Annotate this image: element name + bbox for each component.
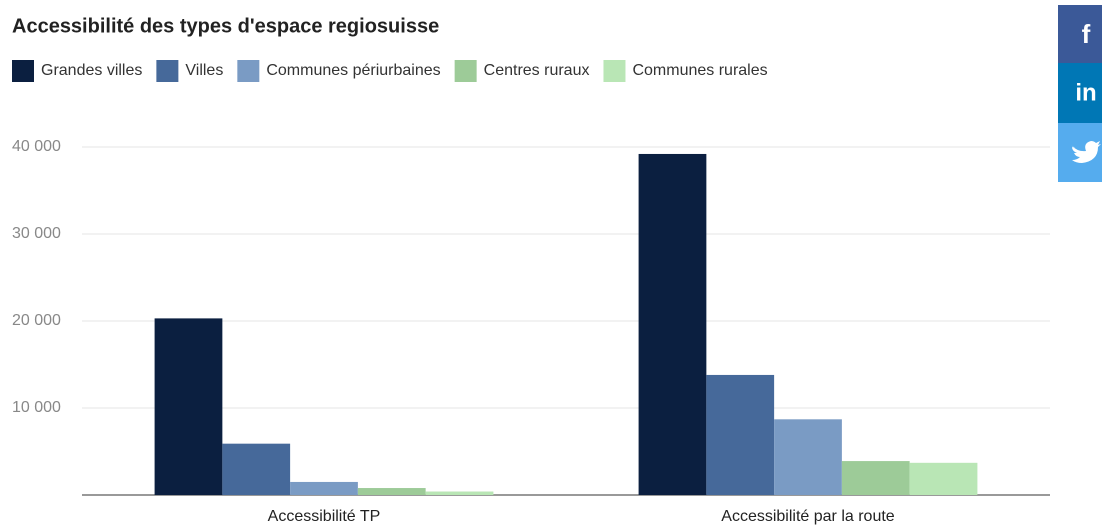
legend-label: Communes périurbaines bbox=[266, 62, 440, 79]
y-tick-label: 30 000 bbox=[12, 225, 61, 242]
bar bbox=[774, 419, 842, 495]
bar bbox=[425, 491, 494, 495]
x-tick-label: Accessibilité par la route bbox=[721, 508, 895, 525]
legend-label: Communes rurales bbox=[632, 62, 767, 79]
legend-swatch bbox=[12, 60, 34, 82]
bar bbox=[638, 153, 707, 495]
legend-label: Villes bbox=[185, 62, 223, 79]
y-tick-label: 10 000 bbox=[12, 399, 61, 416]
x-tick-label: Accessibilité TP bbox=[268, 508, 381, 525]
bar bbox=[357, 488, 426, 495]
bar bbox=[290, 481, 358, 495]
legend-swatch bbox=[237, 60, 260, 82]
facebook-icon: f bbox=[1082, 19, 1091, 49]
chart-title: Accessibilité des types d'espace regiosu… bbox=[12, 15, 439, 37]
bar bbox=[154, 318, 223, 495]
bar bbox=[909, 462, 978, 495]
y-tick-label: 20 000 bbox=[12, 312, 61, 329]
linkedin-button[interactable] bbox=[1058, 63, 1102, 123]
legend-label: Grandes villes bbox=[41, 62, 142, 79]
linkedin-icon: in bbox=[1075, 79, 1096, 106]
y-tick-label: 40 000 bbox=[12, 138, 61, 155]
bar bbox=[222, 443, 291, 495]
legend-swatch bbox=[454, 60, 477, 82]
facebook-button[interactable] bbox=[1058, 5, 1102, 63]
bar bbox=[841, 461, 910, 495]
bar bbox=[706, 374, 775, 495]
legend-swatch bbox=[156, 60, 179, 82]
twitter-icon bbox=[1071, 141, 1101, 163]
legend-label: Centres ruraux bbox=[484, 62, 590, 79]
legend-swatch bbox=[603, 60, 626, 82]
